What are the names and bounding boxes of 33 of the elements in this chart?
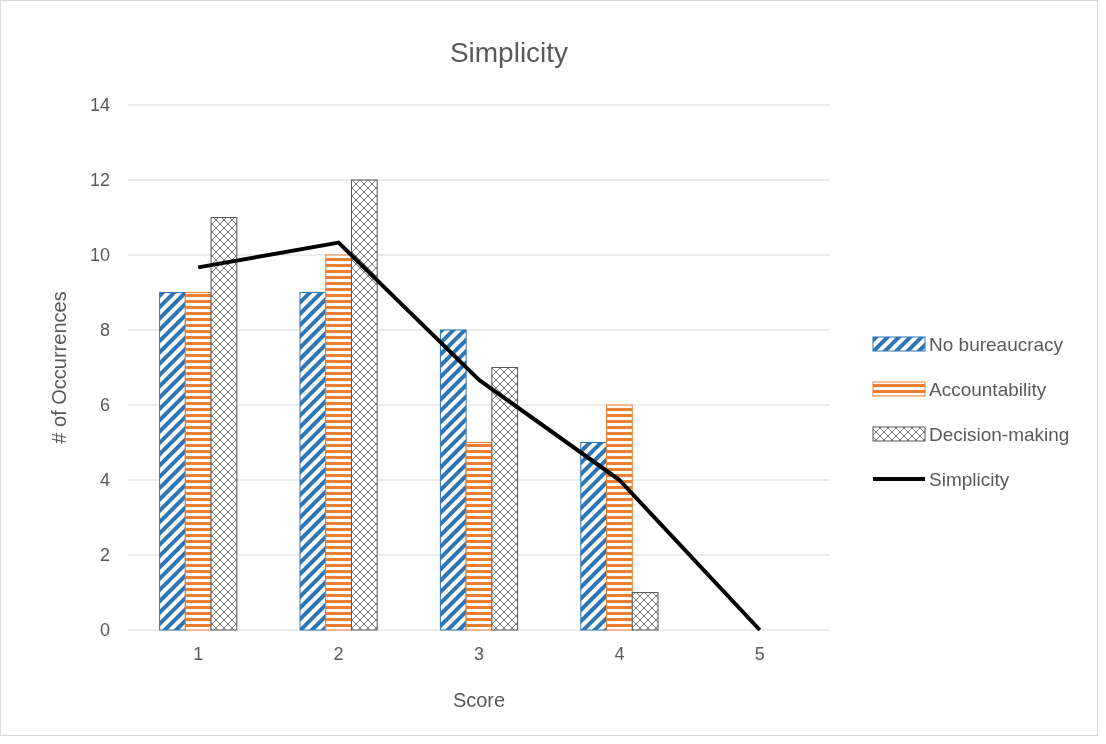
y-tick-label: 2 — [99, 545, 110, 566]
y-tick-label: 14 — [89, 95, 110, 116]
line-series — [196, 240, 762, 632]
bar — [184, 292, 212, 631]
y-tick-label: 10 — [89, 245, 110, 266]
y-tick-label: 12 — [89, 170, 110, 191]
bar — [210, 217, 238, 631]
x-tick-label: 4 — [614, 644, 625, 664]
legend-label: Simplicity — [929, 468, 1010, 490]
x-tick-label: 1 — [193, 644, 204, 664]
bar — [159, 292, 186, 631]
chart-title: Simplicity — [449, 37, 569, 68]
bar — [580, 442, 608, 631]
y-tick-label: 4 — [99, 470, 110, 491]
bar — [439, 329, 467, 631]
bar — [606, 404, 633, 631]
x-tick-label: 5 — [754, 644, 765, 664]
y-tick-label: 6 — [99, 395, 110, 416]
x-axis-title: Score — [452, 689, 506, 711]
bar — [299, 292, 327, 631]
legend-label: Decision-making — [929, 423, 1070, 445]
legend-label: No bureaucracy — [929, 333, 1064, 355]
bar — [325, 254, 352, 631]
bar — [465, 442, 493, 631]
x-tick-label: 3 — [473, 644, 485, 664]
bar — [491, 367, 519, 631]
y-axis-title: # of Occurrences — [48, 291, 70, 444]
bar — [350, 179, 378, 631]
bar — [631, 592, 659, 631]
x-tick-label: 2 — [333, 644, 344, 664]
legend-label: Accountability — [929, 378, 1047, 400]
y-tick-label: 8 — [99, 320, 110, 341]
y-tick-label: 0 — [99, 620, 110, 641]
